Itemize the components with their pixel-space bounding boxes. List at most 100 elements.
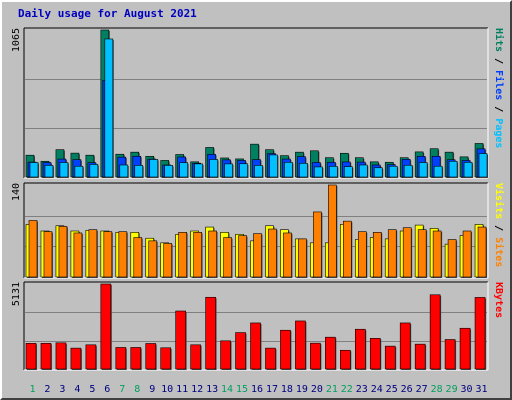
pages-bar (209, 159, 218, 178)
pages-bar (194, 163, 203, 178)
pages-bar (284, 162, 293, 178)
legend-separator: / (493, 52, 504, 70)
sites-bar (417, 229, 427, 278)
y-max-label: 5131 (11, 282, 22, 306)
pages-bar (418, 162, 428, 178)
x-tick-label: 2 (44, 384, 50, 395)
kbytes-bar (100, 283, 112, 370)
x-tick-label: 31 (475, 384, 487, 395)
kbytes-bar (55, 342, 67, 370)
sites-bar (298, 238, 307, 278)
x-tick-label: 5 (89, 384, 95, 395)
x-tick-label: 22 (341, 384, 353, 395)
x-tick-label: 13 (206, 384, 218, 395)
y-max-label: 1065 (11, 28, 22, 52)
kbytes-bar (70, 347, 82, 370)
kbytes-bar (85, 344, 97, 370)
sites-bar (268, 228, 277, 278)
sites-bar (462, 230, 472, 278)
legend: Visits / Sites (493, 183, 505, 267)
sites-bar (133, 237, 143, 278)
x-tick-label: 10 (161, 384, 173, 395)
legend-item: Files (493, 70, 505, 100)
kbytes-bar (265, 347, 276, 370)
pages-bar (448, 160, 458, 178)
sites-bar (402, 227, 412, 278)
x-tick-label: 16 (251, 384, 263, 395)
pages-bar (44, 165, 54, 178)
x-tick-label: 18 (281, 384, 293, 395)
kbytes-bar (399, 322, 411, 370)
pages-bar (59, 162, 69, 178)
pages-bar (314, 166, 323, 178)
kbytes-bar (220, 340, 231, 370)
kbytes-bar (459, 327, 471, 370)
pages-bar (179, 162, 188, 178)
x-tick-label: 19 (296, 384, 308, 395)
sites-bar (163, 243, 173, 278)
sites-bar (43, 231, 53, 278)
pages-bar (373, 167, 383, 178)
sites-bar (193, 232, 202, 278)
legend-item: Sites (493, 237, 505, 267)
x-tick-label: 29 (446, 384, 458, 395)
x-tick-label: 1 (29, 384, 35, 395)
x-tick-label: 30 (461, 384, 473, 395)
sites-bar (28, 220, 38, 278)
sites-bar (58, 226, 68, 278)
legend-item: KBytes (493, 282, 504, 318)
kbytes-bar (354, 328, 366, 370)
sites-bar (283, 232, 292, 278)
x-tick-label: 25 (386, 384, 398, 395)
x-tick-label: 27 (416, 384, 428, 395)
sites-bar (223, 237, 232, 278)
kbytes-bar (130, 347, 142, 370)
pages-bar (254, 165, 263, 178)
x-tick-label: 17 (266, 384, 278, 395)
sites-bar (253, 233, 262, 278)
pages-bar (403, 164, 413, 178)
x-tick-label: 12 (191, 384, 203, 395)
x-tick-label: 23 (356, 384, 368, 395)
pages-bar (388, 165, 398, 178)
pages-bar (299, 163, 308, 178)
pages-bar (358, 164, 368, 178)
pages-bar (149, 159, 159, 178)
pages-bar (269, 154, 278, 178)
sites-bar (178, 232, 187, 278)
sites-bar (372, 232, 382, 278)
kbytes-bar (295, 320, 306, 370)
pages-bar (478, 153, 488, 178)
sites-bar (477, 226, 487, 278)
sites-bar (88, 229, 98, 278)
kbytes-bar (384, 345, 396, 370)
pages-bar (74, 165, 84, 178)
pages-bar (344, 166, 353, 178)
pages-bar (89, 164, 99, 178)
pages-bar (104, 38, 114, 178)
x-tick-label: 3 (59, 384, 65, 395)
x-tick-label: 15 (236, 384, 248, 395)
kbytes-bar (369, 338, 381, 370)
pages-bar (119, 164, 129, 178)
sites-bar (73, 232, 83, 278)
kbytes-bar (474, 297, 486, 370)
kbytes-bar (414, 343, 426, 370)
x-tick-label: 14 (221, 384, 233, 395)
x-tick-label: 11 (176, 384, 188, 395)
pages-bar (164, 165, 174, 178)
x-tick-label: 24 (371, 384, 383, 395)
legend-item: Hits (493, 28, 505, 52)
sites-bar (148, 240, 158, 278)
kbytes-bar (25, 343, 37, 370)
pages-bar (224, 163, 233, 178)
kbytes-bar (235, 332, 246, 370)
sites-bar (343, 220, 352, 278)
pages-bar (134, 165, 144, 178)
x-tick-label: 20 (311, 384, 323, 395)
kbytes-bar (325, 336, 336, 370)
legend-separator: / (493, 219, 504, 237)
sites-bar (387, 229, 397, 278)
pages-bar (463, 162, 473, 178)
x-tick-label: 9 (149, 384, 155, 395)
